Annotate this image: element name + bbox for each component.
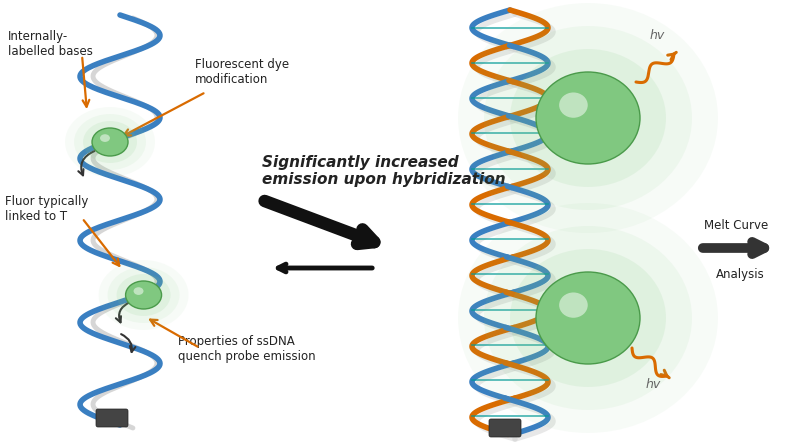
Ellipse shape xyxy=(510,49,666,187)
Ellipse shape xyxy=(559,293,588,318)
FancyBboxPatch shape xyxy=(489,419,521,437)
Text: Fluor typically
linked to T: Fluor typically linked to T xyxy=(5,195,88,223)
Ellipse shape xyxy=(83,121,137,163)
Ellipse shape xyxy=(510,249,666,387)
Ellipse shape xyxy=(133,287,144,295)
Ellipse shape xyxy=(458,203,718,433)
Text: hv: hv xyxy=(646,378,661,391)
Ellipse shape xyxy=(484,226,692,410)
Text: Internally-
labelled bases: Internally- labelled bases xyxy=(8,30,93,58)
Ellipse shape xyxy=(536,272,640,364)
Ellipse shape xyxy=(65,107,155,177)
Text: Significantly increased
emission upon hybridization: Significantly increased emission upon hy… xyxy=(262,155,506,187)
Text: Properties of ssDNA
quench probe emission: Properties of ssDNA quench probe emissio… xyxy=(178,335,316,363)
Ellipse shape xyxy=(92,128,128,156)
Ellipse shape xyxy=(484,26,692,210)
Ellipse shape xyxy=(98,260,189,330)
Ellipse shape xyxy=(125,281,162,309)
Ellipse shape xyxy=(117,274,170,316)
Ellipse shape xyxy=(100,134,110,142)
Text: Melt Curve: Melt Curve xyxy=(704,219,768,232)
Text: Analysis: Analysis xyxy=(716,268,764,281)
Ellipse shape xyxy=(108,267,179,323)
Ellipse shape xyxy=(74,114,146,170)
Text: Fluorescent dye
modification: Fluorescent dye modification xyxy=(195,58,289,86)
Text: hv: hv xyxy=(650,29,665,42)
Ellipse shape xyxy=(559,92,588,118)
FancyBboxPatch shape xyxy=(96,409,128,427)
Ellipse shape xyxy=(458,3,718,233)
Ellipse shape xyxy=(536,72,640,164)
